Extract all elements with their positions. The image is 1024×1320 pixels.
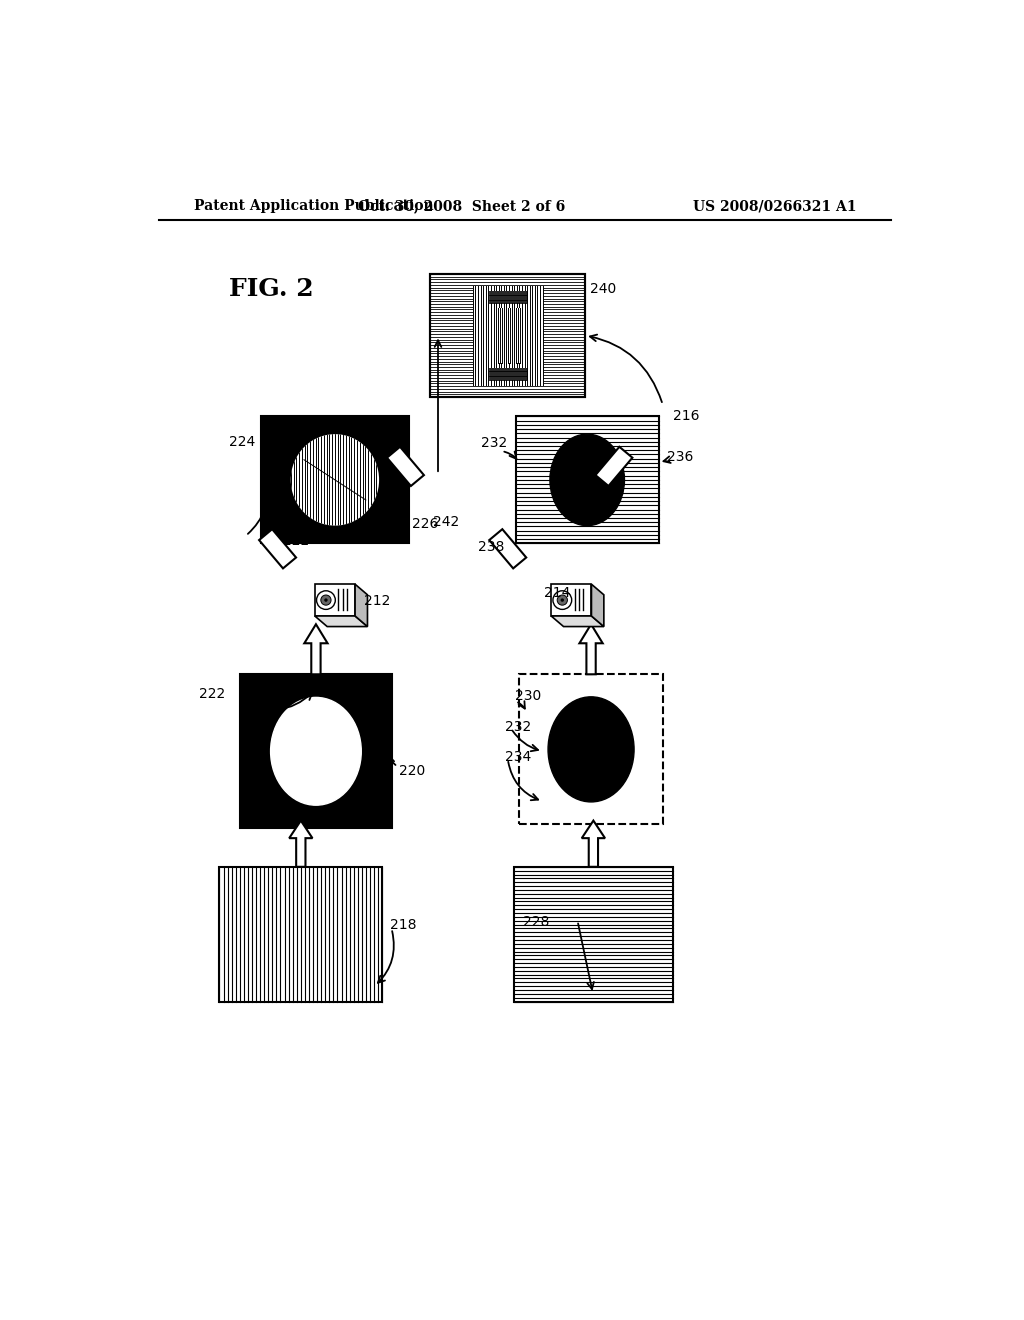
Text: Oct. 30, 2008  Sheet 2 of 6: Oct. 30, 2008 Sheet 2 of 6 <box>357 199 565 213</box>
Text: 218: 218 <box>390 917 417 932</box>
Text: 222: 222 <box>283 535 309 548</box>
Polygon shape <box>551 616 604 627</box>
Ellipse shape <box>291 434 379 525</box>
Bar <box>430 275 586 397</box>
Bar <box>494 309 521 363</box>
Polygon shape <box>314 616 368 627</box>
Text: US 2008/0266321 A1: US 2008/0266321 A1 <box>693 199 856 213</box>
Bar <box>514 867 673 1002</box>
Text: 226: 226 <box>412 517 438 531</box>
Text: 232: 232 <box>480 437 507 450</box>
Text: 220: 220 <box>399 763 426 777</box>
Ellipse shape <box>548 697 634 803</box>
Circle shape <box>557 595 567 605</box>
Text: 228: 228 <box>523 915 550 929</box>
Polygon shape <box>592 585 604 627</box>
Circle shape <box>316 591 335 610</box>
Circle shape <box>321 595 331 605</box>
Circle shape <box>325 598 328 602</box>
Polygon shape <box>387 446 424 486</box>
Bar <box>515 416 658 544</box>
Bar <box>473 286 543 385</box>
Bar <box>488 292 527 304</box>
Text: 236: 236 <box>667 450 693 465</box>
Polygon shape <box>582 821 605 867</box>
Text: 222: 222 <box>200 686 225 701</box>
Polygon shape <box>551 585 592 616</box>
Polygon shape <box>355 585 368 627</box>
Bar <box>488 368 527 380</box>
Text: 240: 240 <box>590 282 616 296</box>
Bar <box>241 675 391 829</box>
Circle shape <box>560 598 564 602</box>
Bar <box>430 275 586 397</box>
Polygon shape <box>314 585 355 616</box>
Text: Patent Application Publication: Patent Application Publication <box>194 199 433 213</box>
Bar <box>261 416 409 544</box>
Polygon shape <box>595 446 633 486</box>
Polygon shape <box>259 529 296 569</box>
Polygon shape <box>489 529 526 569</box>
Text: 232: 232 <box>506 719 531 734</box>
Text: 216: 216 <box>673 409 699 424</box>
Text: 224: 224 <box>228 434 255 449</box>
Text: 214: 214 <box>544 586 570 601</box>
Text: 212: 212 <box>365 594 391 609</box>
Text: 230: 230 <box>515 689 542 702</box>
Polygon shape <box>289 821 312 867</box>
Bar <box>219 867 382 1002</box>
Bar <box>519 675 663 825</box>
Polygon shape <box>580 624 603 675</box>
Circle shape <box>553 591 571 610</box>
Ellipse shape <box>270 697 361 805</box>
Ellipse shape <box>550 434 625 525</box>
Text: FIG. 2: FIG. 2 <box>228 277 313 301</box>
Text: 242: 242 <box>432 515 459 529</box>
Polygon shape <box>304 624 328 675</box>
Text: 238: 238 <box>478 540 505 554</box>
Text: 234: 234 <box>506 751 531 764</box>
